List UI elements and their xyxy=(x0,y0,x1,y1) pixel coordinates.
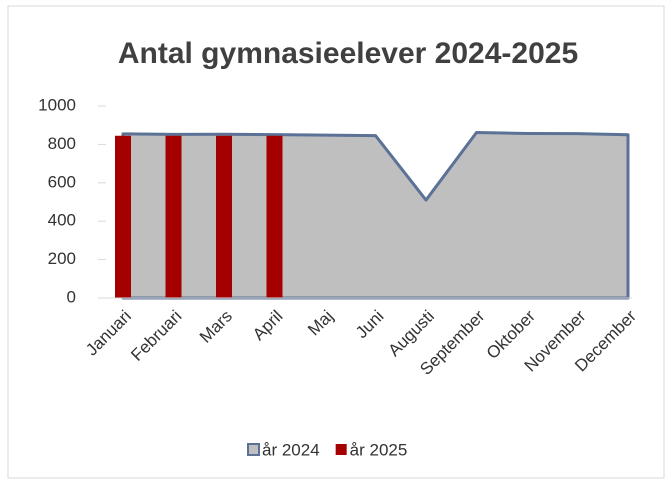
legend-label: år 2024 xyxy=(262,440,320,459)
y-tick-label: 0 xyxy=(67,287,76,306)
legend-swatch xyxy=(247,443,260,456)
legend-label: år 2025 xyxy=(350,440,408,459)
bar xyxy=(216,135,232,298)
chart-title: Antal gymnasieelever 2024-2025 xyxy=(118,37,578,70)
y-tick-label: 600 xyxy=(48,172,76,191)
y-tick-label: 800 xyxy=(48,134,76,153)
y-tick-label: 400 xyxy=(48,211,76,230)
area xyxy=(121,130,630,300)
bar xyxy=(266,135,283,298)
bar xyxy=(115,135,131,298)
legend-swatch xyxy=(335,444,347,455)
bar xyxy=(165,135,182,298)
y-tick-label: 200 xyxy=(48,249,76,268)
y-tick-label: 1000 xyxy=(38,95,76,114)
